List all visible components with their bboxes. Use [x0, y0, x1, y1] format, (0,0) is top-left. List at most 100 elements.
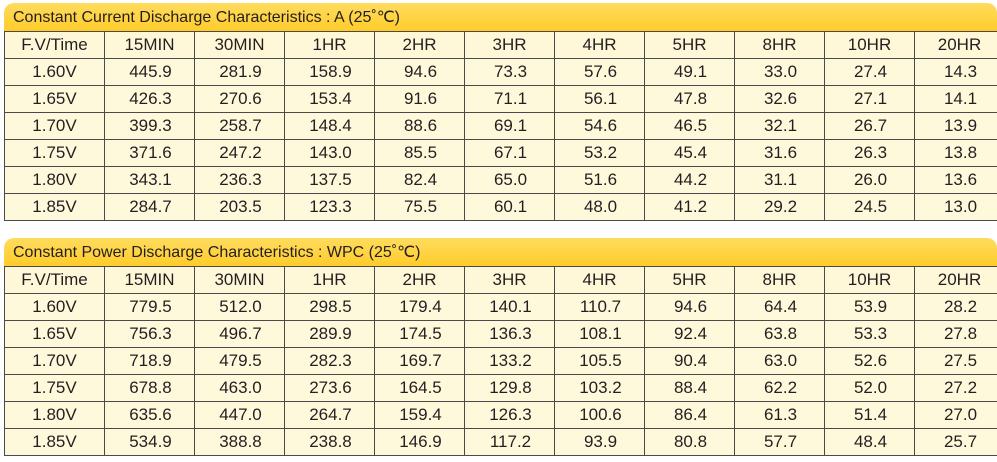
table-cell: 75.5 — [374, 193, 465, 221]
current-discharge-table: F.V/Time 15MIN 30MIN 1HR 2HR 3HR 4HR 5HR 8HR 10HR… — [4, 31, 997, 221]
table-cell: 69.1 — [464, 112, 555, 140]
table-cell: 45.4 — [644, 139, 735, 167]
row-label-voltage: 1.85V — [4, 428, 105, 456]
table-cell: 53.9 — [824, 293, 915, 321]
table-cell: 31.1 — [734, 166, 825, 194]
row-label-voltage: 1.65V — [4, 85, 105, 113]
table-cell: 238.8 — [284, 428, 375, 456]
table-cell: 88.6 — [374, 112, 465, 140]
column-header: 5HR — [644, 31, 735, 59]
table-cell: 61.3 — [734, 401, 825, 429]
table-cell: 27.5 — [914, 347, 997, 375]
table-cell: 108.1 — [554, 320, 645, 348]
table-cell: 65.0 — [464, 166, 555, 194]
table-cell: 29.2 — [734, 193, 825, 221]
table-cell: 13.9 — [914, 112, 997, 140]
column-header: 15MIN — [104, 266, 195, 294]
table-cell: 27.2 — [914, 374, 997, 402]
table-cell: 133.2 — [464, 347, 555, 375]
table-cell: 44.2 — [644, 166, 735, 194]
table-cell: 25.7 — [914, 428, 997, 456]
row-label-voltage: 1.80V — [4, 166, 105, 194]
column-header: 10HR — [824, 266, 915, 294]
table-header-row: F.V/Time 15MIN 30MIN 1HR 2HR 3HR 4HR 5HR 8HR 10HR… — [4, 266, 997, 294]
table-cell: 63.8 — [734, 320, 825, 348]
row-label-voltage: 1.70V — [4, 347, 105, 375]
table-cell: 32.6 — [734, 85, 825, 113]
table-cell: 479.5 — [194, 347, 285, 375]
table-row: 1.80V 343.1 236.3 137.5 82.4 65.0 51.6 44.2 31.1… — [4, 166, 997, 194]
table-row: 1.75V 678.8 463.0 273.6 164.5 129.8 103.2 88.4 6… — [4, 374, 997, 402]
table-cell: 27.8 — [914, 320, 997, 348]
table-cell: 56.1 — [554, 85, 645, 113]
table-cell: 463.0 — [194, 374, 285, 402]
table-header-row: F.V/Time 15MIN 30MIN 1HR 2HR 3HR 4HR 5HR 8HR 10HR… — [4, 31, 997, 59]
column-header: 30MIN — [194, 31, 285, 59]
table-cell: 33.0 — [734, 58, 825, 86]
table-cell: 82.4 — [374, 166, 465, 194]
table-cell: 270.6 — [194, 85, 285, 113]
table-cell: 86.4 — [644, 401, 735, 429]
row-label-voltage: 1.65V — [4, 320, 105, 348]
table-cell: 32.1 — [734, 112, 825, 140]
column-header: 3HR — [464, 266, 555, 294]
table-cell: 41.2 — [644, 193, 735, 221]
table-cell: 93.9 — [554, 428, 645, 456]
column-header: 20HR — [914, 266, 997, 294]
table-cell: 273.6 — [284, 374, 375, 402]
table-cell: 426.3 — [104, 85, 195, 113]
table-cell: 88.4 — [644, 374, 735, 402]
table-cell: 62.2 — [734, 374, 825, 402]
row-label-voltage: 1.80V — [4, 401, 105, 429]
table-cell: 137.5 — [284, 166, 375, 194]
table-cell: 343.1 — [104, 166, 195, 194]
power-discharge-title: Constant Power Discharge Characteristics… — [4, 238, 997, 266]
table-cell: 26.3 — [824, 139, 915, 167]
column-header: 1HR — [284, 266, 375, 294]
table-cell: 635.6 — [104, 401, 195, 429]
table-cell: 24.5 — [824, 193, 915, 221]
column-header: 5HR — [644, 266, 735, 294]
table-cell: 27.0 — [914, 401, 997, 429]
column-header: 15MIN — [104, 31, 195, 59]
power-discharge-section: Constant Power Discharge Characteristics… — [4, 238, 997, 456]
table-cell: 46.5 — [644, 112, 735, 140]
table-cell: 678.8 — [104, 374, 195, 402]
table-cell: 27.1 — [824, 85, 915, 113]
table-cell: 399.3 — [104, 112, 195, 140]
table-cell: 203.5 — [194, 193, 285, 221]
table-cell: 123.3 — [284, 193, 375, 221]
table-row: 1.65V 756.3 496.7 289.9 174.5 136.3 108.1 92.4 6… — [4, 320, 997, 348]
table-cell: 164.5 — [374, 374, 465, 402]
table-cell: 47.8 — [644, 85, 735, 113]
table-row: 1.70V 399.3 258.7 148.4 88.6 69.1 54.6 46.5 32.1… — [4, 112, 997, 140]
table-cell: 159.4 — [374, 401, 465, 429]
table-cell: 718.9 — [104, 347, 195, 375]
column-header: 4HR — [554, 31, 645, 59]
table-row: 1.80V 635.6 447.0 264.7 159.4 126.3 100.6 86.4 6… — [4, 401, 997, 429]
table-cell: 105.5 — [554, 347, 645, 375]
table-cell: 281.9 — [194, 58, 285, 86]
table-cell: 64.4 — [734, 293, 825, 321]
table-cell: 26.7 — [824, 112, 915, 140]
row-label-voltage: 1.85V — [4, 193, 105, 221]
table-cell: 63.0 — [734, 347, 825, 375]
table-cell: 100.6 — [554, 401, 645, 429]
column-header-fv-time: F.V/Time — [4, 31, 105, 59]
table-cell: 236.3 — [194, 166, 285, 194]
table-cell: 512.0 — [194, 293, 285, 321]
table-cell: 282.3 — [284, 347, 375, 375]
table-cell: 67.1 — [464, 139, 555, 167]
column-header: 20HR — [914, 31, 997, 59]
table-cell: 298.5 — [284, 293, 375, 321]
table-row: 1.70V 718.9 479.5 282.3 169.7 133.2 105.5 90.4 6… — [4, 347, 997, 375]
table-cell: 129.8 — [464, 374, 555, 402]
table-row: 1.60V 779.5 512.0 298.5 179.4 140.1 110.7 94.6 6… — [4, 293, 997, 321]
table-cell: 264.7 — [284, 401, 375, 429]
table-cell: 388.8 — [194, 428, 285, 456]
table-cell: 289.9 — [284, 320, 375, 348]
table-cell: 54.6 — [554, 112, 645, 140]
table-row: 1.75V 371.6 247.2 143.0 85.5 67.1 53.2 45.4 31.6… — [4, 139, 997, 167]
table-cell: 13.6 — [914, 166, 997, 194]
table-cell: 534.9 — [104, 428, 195, 456]
